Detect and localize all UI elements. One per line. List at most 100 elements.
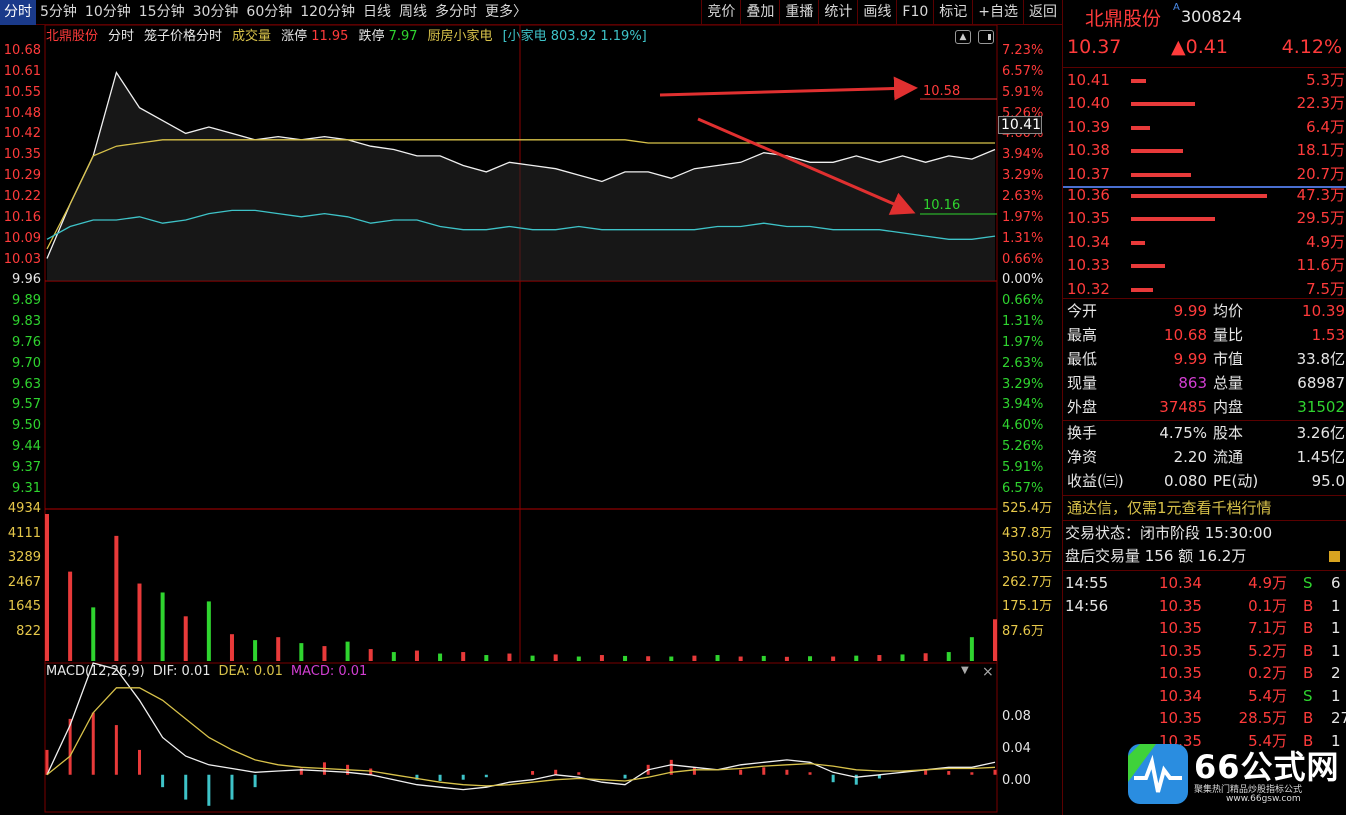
panel-toggle-icon[interactable] bbox=[978, 30, 994, 44]
tick-extra-0: 6 bbox=[1331, 574, 1341, 592]
price-line-area bbox=[47, 72, 995, 281]
tick-side-0: S bbox=[1303, 574, 1313, 592]
toolbar-button-2[interactable]: 重播 bbox=[779, 0, 818, 25]
chart-mode: 分时 bbox=[108, 29, 135, 44]
tick-vol-1: 0.1万 bbox=[1248, 596, 1287, 615]
stat2-label-a-0: 换手 bbox=[1067, 424, 1098, 442]
zoom-up-icon[interactable]: ▲ bbox=[955, 30, 971, 44]
tick-price-3: 10.35 bbox=[1159, 641, 1202, 660]
bid-bar-0 bbox=[1131, 194, 1267, 198]
period-tab-2[interactable]: 10分钟 bbox=[84, 3, 131, 20]
period-tab-9[interactable]: 多分时 bbox=[434, 3, 477, 20]
bid-bar-2 bbox=[1131, 240, 1145, 245]
stat-value-a-3: 863 bbox=[1178, 374, 1207, 392]
volume-bar-9 bbox=[253, 640, 258, 661]
ask-row-0[interactable]: 10.41 5.3万 bbox=[1063, 69, 1346, 92]
toolbar-button-6[interactable]: 标记 bbox=[933, 0, 972, 25]
tick-extra-7: 1 bbox=[1331, 731, 1341, 750]
period-tab-0[interactable]: 分时 bbox=[0, 0, 36, 25]
volume-bar-4 bbox=[137, 583, 142, 661]
volume-bar-11 bbox=[299, 643, 304, 661]
volume-bar-32 bbox=[784, 656, 789, 661]
ask-vol-0: 5.3万 bbox=[1306, 71, 1345, 89]
toolbar-button-1[interactable]: 叠加 bbox=[740, 0, 779, 25]
bid-row-4[interactable]: 10.32 7.5万 bbox=[1063, 278, 1346, 301]
ask-row-4[interactable]: 10.37 20.7万 bbox=[1063, 163, 1346, 186]
period-tab-8[interactable]: 周线 bbox=[398, 3, 427, 20]
ask-row-2[interactable]: 10.39 6.4万 bbox=[1063, 116, 1346, 139]
annotation-upper-label: 10.58 bbox=[923, 84, 961, 99]
sector-name[interactable]: 厨房小家电 bbox=[427, 29, 493, 44]
toolbar-button-5[interactable]: F10 bbox=[896, 0, 933, 25]
pct-tick-0: 7.23% bbox=[1002, 43, 1044, 58]
pct-tick-7: 2.63% bbox=[1002, 188, 1044, 204]
ask-row-3[interactable]: 10.38 18.1万 bbox=[1063, 139, 1346, 162]
price-line bbox=[46, 70, 996, 259]
period-tab-5[interactable]: 60分钟 bbox=[246, 3, 293, 20]
chart-indicator[interactable]: 笼子价格分时 bbox=[144, 29, 223, 44]
tick-row-5: 10.34 5.4万 S 1 bbox=[1063, 685, 1346, 708]
toolbar-button-8[interactable]: 返回 bbox=[1023, 0, 1062, 25]
period-tab-4[interactable]: 30分钟 bbox=[192, 3, 239, 20]
bid-row-2[interactable]: 10.34 4.9万 bbox=[1063, 231, 1346, 254]
tick-vol-3: 5.2万 bbox=[1248, 641, 1287, 660]
annotation-arrow-upper bbox=[659, 76, 918, 101]
promo-banner[interactable]: 通达信，仅需1元查看千档行情 bbox=[1067, 499, 1272, 517]
volume-bar-39 bbox=[946, 652, 951, 661]
bid-vol-4: 7.5万 bbox=[1306, 279, 1345, 298]
pct-tick-17: 3.94% bbox=[1002, 397, 1044, 413]
pct-tick-9: 1.31% bbox=[1002, 230, 1044, 246]
stat-row-1: 最高 10.68 量比 1.53 bbox=[1063, 324, 1346, 347]
volume-bar-28 bbox=[692, 655, 697, 661]
price-tick-16: 9.63 bbox=[12, 376, 41, 392]
stat-value-b-2: 33.8亿 bbox=[1296, 350, 1345, 368]
pct-tick-19: 5.26% bbox=[1002, 439, 1044, 455]
price-tick-6: 10.29 bbox=[3, 168, 41, 184]
stat2-value-a-0: 4.75% bbox=[1159, 424, 1207, 442]
period-tab-10[interactable]: 更多〉 bbox=[484, 3, 527, 20]
volume-bar-16 bbox=[414, 650, 419, 661]
limit-down-value: 7.97 bbox=[388, 29, 418, 44]
tick-price-1: 10.35 bbox=[1159, 596, 1202, 615]
macd-close-icon[interactable]: × bbox=[982, 664, 994, 680]
price-tick-15: 9.70 bbox=[12, 355, 41, 371]
volume-bar-26 bbox=[646, 656, 651, 661]
bid-row-3[interactable]: 10.33 11.6万 bbox=[1063, 254, 1346, 277]
limit-down-label: 跌停 bbox=[358, 29, 385, 44]
macd-dif-label: DIF: 0.01 bbox=[152, 664, 211, 679]
macd-tick-2: 0.00 bbox=[1002, 773, 1031, 788]
stat2-label-b-1: 流通 bbox=[1213, 448, 1244, 466]
volume-bar-25 bbox=[623, 655, 628, 661]
ask-row-1[interactable]: 10.40 22.3万 bbox=[1063, 92, 1346, 115]
period-tab-1[interactable]: 5分钟 bbox=[40, 3, 77, 20]
toolbar-button-0[interactable]: 竞价 bbox=[701, 0, 740, 25]
stat2-label-b-2: PE(动) bbox=[1213, 472, 1259, 490]
toolbar-button-3[interactable]: 统计 bbox=[818, 0, 857, 25]
pct-tick-5: 3.94% bbox=[1002, 147, 1044, 163]
period-tab-7[interactable]: 日线 bbox=[362, 3, 391, 20]
intraday-chart[interactable] bbox=[0, 25, 1062, 815]
bid-row-1[interactable]: 10.35 29.5万 bbox=[1063, 207, 1346, 230]
tick-time-0: 14:55 bbox=[1065, 574, 1109, 592]
toolbar-button-4[interactable]: 画线 bbox=[857, 0, 896, 25]
toolbar-button-7[interactable]: +自选 bbox=[972, 0, 1023, 25]
tick-vol-5: 5.4万 bbox=[1248, 686, 1287, 705]
volume-bar-6 bbox=[183, 616, 188, 661]
price-tick-17: 9.57 bbox=[12, 397, 41, 413]
period-tab-6[interactable]: 120分钟 bbox=[300, 3, 355, 20]
ask-bar-3 bbox=[1131, 149, 1183, 154]
stat-label-b-3: 总量 bbox=[1213, 374, 1244, 392]
macd-label[interactable]: MACD(12,26,9) bbox=[46, 664, 145, 679]
vol-tick-left-5: 822 bbox=[16, 624, 41, 639]
cursor-price-tag: 10.41 bbox=[998, 116, 1042, 134]
volume-bar-24 bbox=[599, 655, 604, 661]
bid-row-0[interactable]: 10.36 47.3万 bbox=[1063, 184, 1346, 207]
stock-name: 北鼎股份 bbox=[1085, 8, 1162, 30]
tick-extra-5: 1 bbox=[1331, 686, 1341, 705]
macd-dea-line bbox=[46, 687, 996, 787]
volume-bar-19 bbox=[484, 655, 489, 661]
stat-value-a-1: 10.68 bbox=[1164, 326, 1207, 344]
period-tab-3[interactable]: 15分钟 bbox=[138, 3, 185, 20]
macd-dropdown-icon[interactable]: ▼ bbox=[961, 665, 969, 676]
stat-value-a-0: 9.99 bbox=[1173, 302, 1207, 320]
